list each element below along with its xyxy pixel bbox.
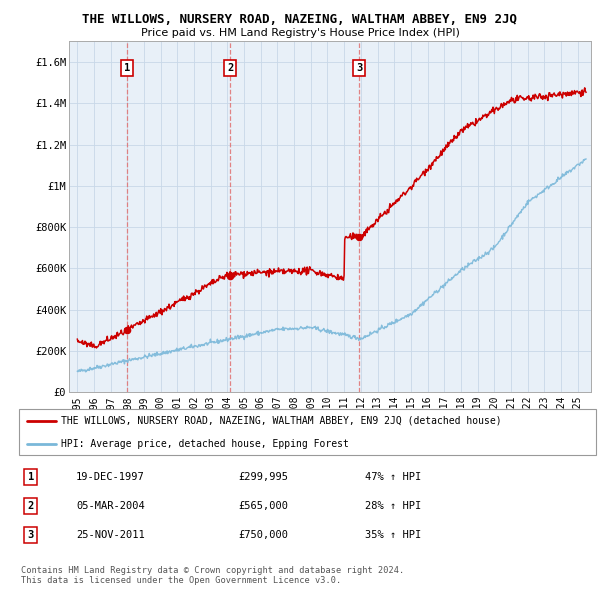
Text: 3: 3 [356,63,362,73]
Text: THE WILLOWS, NURSERY ROAD, NAZEING, WALTHAM ABBEY, EN9 2JQ: THE WILLOWS, NURSERY ROAD, NAZEING, WALT… [83,13,517,26]
Text: 47% ↑ HPI: 47% ↑ HPI [365,471,422,481]
Text: 35% ↑ HPI: 35% ↑ HPI [365,530,422,540]
Text: £299,995: £299,995 [238,471,288,481]
Text: 3: 3 [28,530,34,540]
Text: 2: 2 [227,63,233,73]
Text: 05-MAR-2004: 05-MAR-2004 [76,501,145,511]
Text: £750,000: £750,000 [238,530,288,540]
Text: Contains HM Land Registry data © Crown copyright and database right 2024.
This d: Contains HM Land Registry data © Crown c… [21,566,404,585]
Text: 28% ↑ HPI: 28% ↑ HPI [365,501,422,511]
Text: 1: 1 [124,63,130,73]
Text: Price paid vs. HM Land Registry's House Price Index (HPI): Price paid vs. HM Land Registry's House … [140,28,460,38]
Text: 1: 1 [28,471,34,481]
Text: 19-DEC-1997: 19-DEC-1997 [76,471,145,481]
FancyBboxPatch shape [19,409,596,455]
Text: £565,000: £565,000 [238,501,288,511]
Text: HPI: Average price, detached house, Epping Forest: HPI: Average price, detached house, Eppi… [61,439,349,449]
Text: THE WILLOWS, NURSERY ROAD, NAZEING, WALTHAM ABBEY, EN9 2JQ (detached house): THE WILLOWS, NURSERY ROAD, NAZEING, WALT… [61,415,502,425]
Text: 25-NOV-2011: 25-NOV-2011 [76,530,145,540]
Text: 2: 2 [28,501,34,511]
